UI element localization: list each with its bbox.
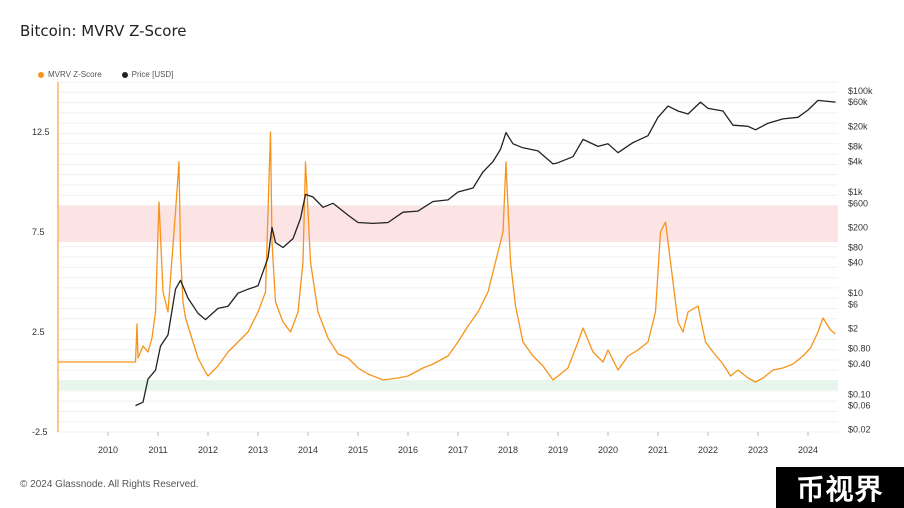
legend-swatch-price — [121, 71, 128, 78]
y-right-tick-label: $2 — [848, 324, 858, 334]
y-right-tick-label: $10 — [848, 288, 863, 298]
x-tick-label: 2017 — [448, 445, 468, 455]
y-left-tick-label: 12.5 — [32, 127, 50, 137]
y-right-tick-label: $0.06 — [848, 401, 871, 411]
x-tick-label: 2012 — [198, 445, 218, 455]
y-right-tick-label: $40 — [848, 258, 863, 268]
y-right-tick-label: $80 — [848, 243, 863, 253]
x-tick-label: 2022 — [698, 445, 718, 455]
series-line-mvrv — [58, 131, 836, 383]
x-tick-label: 2018 — [498, 445, 518, 455]
y-right-tick-label: $200 — [848, 222, 868, 232]
y-right-tick-label: $0.40 — [848, 359, 871, 369]
chart-title: Bitcoin: MVRV Z-Score — [20, 22, 187, 40]
x-tick-label: 2024 — [798, 445, 818, 455]
y-right-tick-label: $0.10 — [848, 389, 871, 399]
legend-swatch-mvrv — [38, 71, 44, 78]
band-undervalued — [58, 380, 838, 390]
x-tick-label: 2020 — [598, 445, 618, 455]
y-left-tick-label: 2.5 — [32, 327, 45, 337]
y-right-tick-label: $8k — [848, 141, 863, 151]
x-tick-label: 2019 — [548, 445, 568, 455]
x-tick-label: 2014 — [298, 445, 318, 455]
x-tick-label: 2023 — [748, 445, 768, 455]
y-right-tick-label: $6 — [848, 299, 858, 309]
x-tick-label: 2015 — [348, 445, 368, 455]
legend-item-price[interactable]: Price [USD] — [121, 70, 174, 79]
y-right-tick-label: $1k — [848, 187, 863, 197]
watermark-logo: 币视界 — [776, 467, 904, 508]
y-right-tick-label: $20k — [848, 121, 868, 131]
x-tick-label: 2013 — [248, 445, 268, 455]
y-right-tick-label: $100k — [848, 86, 873, 96]
x-tick-label: 2016 — [398, 445, 418, 455]
series-line-price — [135, 99, 836, 407]
legend-label-price: Price [USD] — [131, 70, 174, 79]
y-left-tick-label: 7.5 — [32, 227, 45, 237]
chart-plot: 12.5 7.5 2.5 -2.5 $100k$60k $20k $8k $4k $1k$600… — [32, 81, 873, 455]
x-tick-label: 2010 — [98, 445, 118, 455]
y-left-tick-label: -2.5 — [32, 427, 48, 437]
y-right-tick-label: $0.02 — [848, 425, 871, 435]
band-overvalued — [58, 206, 838, 242]
y-right-tick-label: $4k — [848, 157, 863, 167]
chart-legend: MVRV Z-Score Price [USD] — [38, 70, 173, 79]
y-right-tick-label: $600 — [848, 198, 868, 208]
copyright-footer: © 2024 Glassnode. All Rights Reserved. — [20, 479, 199, 490]
legend-label-mvrv: MVRV Z-Score — [48, 70, 102, 79]
x-tick-label: 2011 — [148, 445, 167, 455]
y-right-tick-label: $60k — [848, 97, 868, 107]
legend-item-mvrv[interactable]: MVRV Z-Score — [38, 70, 102, 79]
x-tick-label: 2021 — [648, 445, 668, 455]
y-right-tick-label: $0.80 — [848, 344, 871, 354]
